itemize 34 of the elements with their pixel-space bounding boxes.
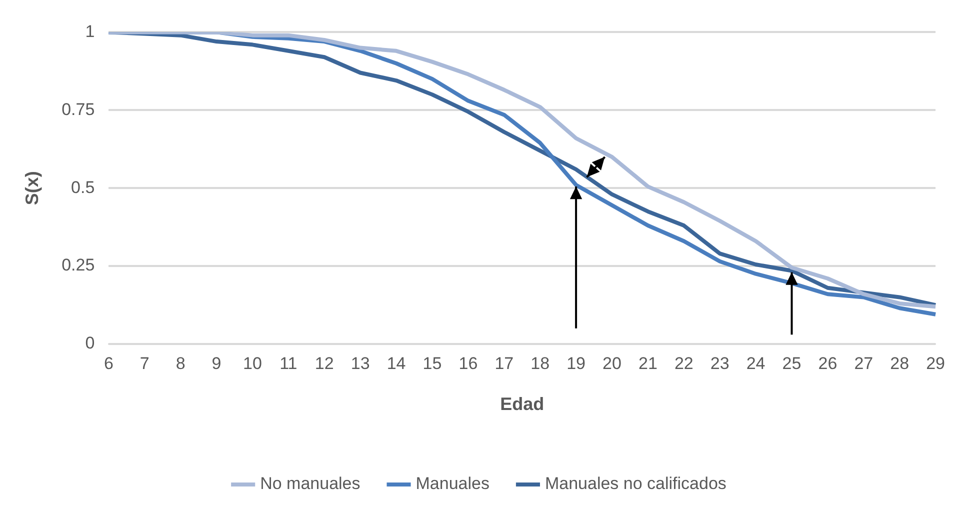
x-tick-label: 22 xyxy=(674,354,694,373)
x-tick-label: 27 xyxy=(854,354,874,373)
x-tick-label: 26 xyxy=(818,354,838,373)
x-tick-label: 12 xyxy=(314,354,334,373)
y-tick-label: 0.75 xyxy=(62,100,95,119)
x-tick-label: 28 xyxy=(890,354,910,373)
x-tick-label: 24 xyxy=(746,354,766,373)
legend-label: No manuales xyxy=(260,474,360,494)
x-tick-label: 7 xyxy=(140,354,150,373)
x-tick-label: 14 xyxy=(386,354,406,373)
y-tick-label: 0.25 xyxy=(62,256,95,275)
x-axis-title: Edad xyxy=(500,394,544,414)
x-tick-label: 29 xyxy=(926,354,946,373)
y-tick-label: 1 xyxy=(85,22,95,41)
x-tick-label: 13 xyxy=(350,354,370,373)
x-tick-label: 6 xyxy=(104,354,114,373)
x-tick-label: 11 xyxy=(280,354,298,373)
legend-label: Manuales xyxy=(416,474,490,494)
x-tick-label: 15 xyxy=(422,354,442,373)
x-tick-label: 17 xyxy=(494,354,514,373)
y-tick-label: 0.5 xyxy=(71,178,95,197)
x-tick-label: 21 xyxy=(638,354,658,373)
legend-label: Manuales no calificados xyxy=(544,474,726,494)
x-tick-label: 23 xyxy=(710,354,730,373)
x-tick-label: 19 xyxy=(566,354,586,373)
x-tick-label: 8 xyxy=(176,354,186,373)
x-tick-label: 20 xyxy=(602,354,622,373)
x-tick-label: 10 xyxy=(243,354,262,373)
y-axis-title: S(x) xyxy=(22,171,42,206)
y-tick-label: 0 xyxy=(85,334,95,353)
x-tick-label: 25 xyxy=(782,354,802,373)
x-tick-label: 18 xyxy=(530,354,550,373)
x-tick-label: 16 xyxy=(458,354,478,373)
x-tick-label: 9 xyxy=(212,354,222,373)
